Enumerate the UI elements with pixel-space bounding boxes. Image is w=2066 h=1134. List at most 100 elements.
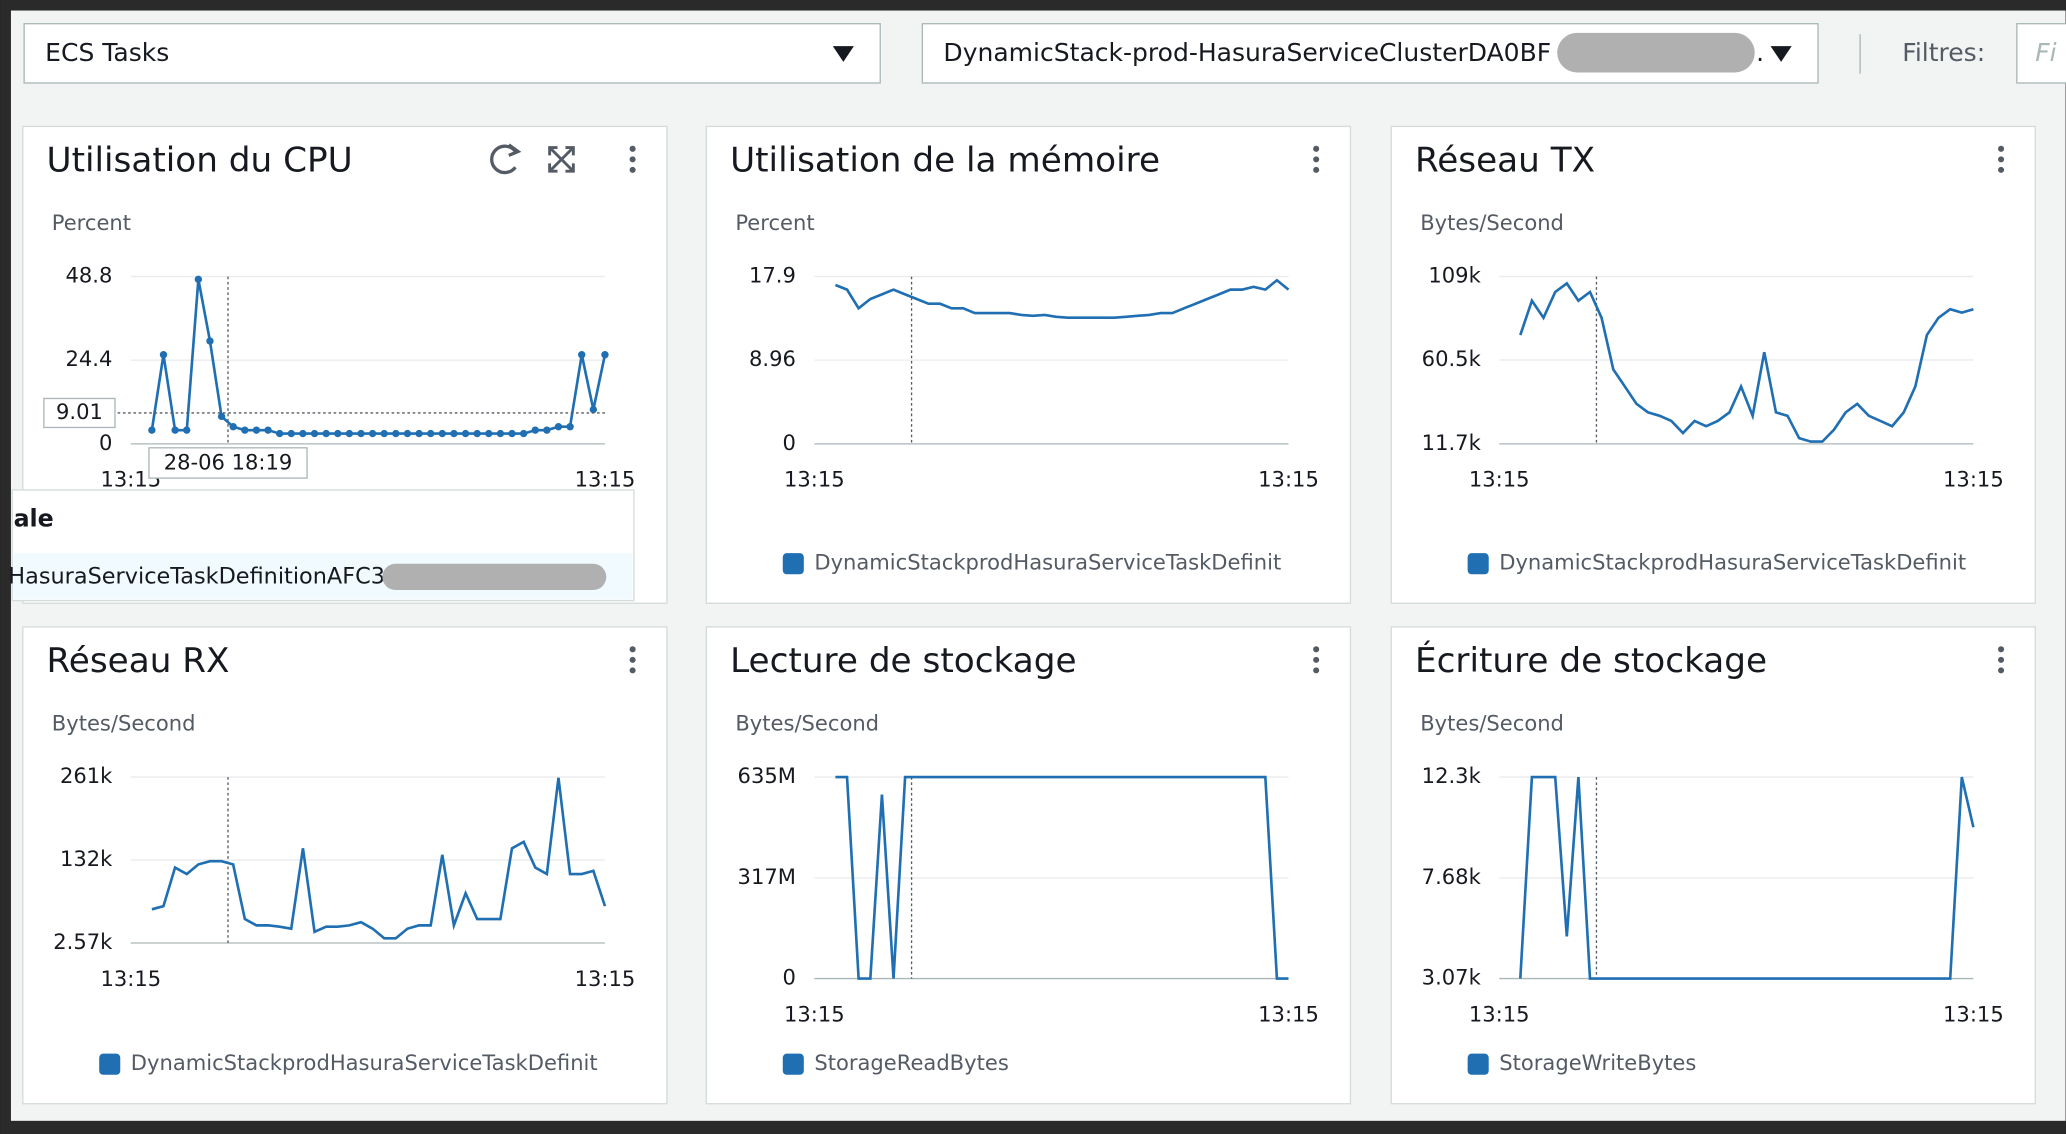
filter-label: Filtres: bbox=[1902, 38, 1985, 67]
menu-dot bbox=[1998, 166, 2005, 173]
widget-title: Réseau TX bbox=[1415, 140, 1595, 180]
point bbox=[543, 426, 551, 434]
point bbox=[392, 429, 400, 438]
series-line bbox=[1519, 775, 1975, 980]
menu-dot bbox=[1998, 156, 2005, 163]
series-line bbox=[150, 279, 607, 435]
menu-dot bbox=[629, 646, 636, 653]
legend-swatch bbox=[99, 1053, 121, 1075]
menu-dot bbox=[629, 145, 636, 152]
menu-dot bbox=[629, 667, 636, 674]
x-tick-label: 13:15 bbox=[1469, 467, 1530, 492]
x-tick-label: 13:15 bbox=[1943, 467, 2004, 492]
point bbox=[473, 429, 481, 438]
select-text: DynamicStack-prod-HasuraServiceClusterDA… bbox=[943, 38, 1551, 67]
point bbox=[589, 405, 598, 414]
menu-dot bbox=[1313, 145, 1320, 152]
widget-title: Utilisation du CPU bbox=[47, 140, 353, 180]
y-tick-label: 317M bbox=[738, 864, 796, 889]
legend-label: DynamicStackprodHasuraServiceTaskDefinit bbox=[131, 1050, 598, 1075]
widget-title: Réseau RX bbox=[47, 641, 230, 681]
point bbox=[171, 426, 179, 434]
point bbox=[322, 429, 330, 438]
redaction bbox=[382, 563, 607, 591]
select-suffix: . bbox=[1756, 38, 1764, 67]
widget-unit: Bytes/Second bbox=[52, 710, 196, 735]
y-tick-label: 0 bbox=[783, 430, 796, 455]
point bbox=[380, 429, 388, 438]
menu-dot bbox=[1998, 667, 2005, 674]
y-tick-label: 261k bbox=[60, 763, 113, 788]
point bbox=[438, 429, 446, 438]
x-tick-label: 13:15 bbox=[1469, 1001, 1530, 1026]
point bbox=[159, 351, 168, 359]
y-tick-label: 2.57k bbox=[53, 929, 113, 954]
menu-dot bbox=[1998, 646, 2005, 653]
widget bbox=[705, 125, 1352, 604]
x-tick-label: 13:15 bbox=[100, 966, 161, 991]
x-tick-label: 13:15 bbox=[575, 467, 636, 492]
point bbox=[194, 275, 203, 284]
refresh-icon bbox=[490, 144, 517, 175]
point bbox=[531, 426, 539, 434]
y-tick-label: 17.9 bbox=[749, 263, 796, 288]
legend-swatch bbox=[782, 553, 804, 575]
caret bbox=[1770, 46, 1792, 62]
x-tick-label: 13:15 bbox=[784, 467, 845, 492]
x-tick-label: 13:15 bbox=[1943, 1001, 2004, 1026]
service-select[interactable] bbox=[23, 23, 881, 84]
legend-label: StorageReadBytes bbox=[814, 1050, 1008, 1075]
legend-label: StorageWriteBytes bbox=[1499, 1050, 1696, 1075]
x-tick-label: 13:15 bbox=[575, 966, 636, 991]
y-tick-label: 24.4 bbox=[65, 346, 112, 371]
filter-input[interactable] bbox=[2016, 23, 2066, 84]
point bbox=[403, 429, 412, 438]
point bbox=[415, 429, 423, 438]
x-tick-label: 13:15 bbox=[1258, 467, 1319, 492]
series-line bbox=[835, 775, 1289, 980]
legend-swatch bbox=[782, 1053, 804, 1075]
point bbox=[183, 426, 191, 434]
caret bbox=[832, 46, 854, 62]
x-tick-label: 13:15 bbox=[784, 1001, 845, 1026]
point bbox=[275, 429, 284, 438]
widget-unit: Bytes/Second bbox=[735, 710, 879, 735]
widget-unit: Bytes/Second bbox=[1420, 210, 1564, 235]
hover-y-label: 9.01 bbox=[56, 399, 103, 424]
y-tick-label: 132k bbox=[60, 846, 113, 871]
y-tick-label: 7.68k bbox=[1422, 864, 1482, 889]
menu-dot bbox=[629, 656, 636, 663]
y-tick-label: 11.7k bbox=[1422, 430, 1482, 455]
point bbox=[345, 429, 354, 438]
point bbox=[229, 423, 237, 431]
legend-swatch bbox=[1467, 553, 1489, 575]
menu-dot bbox=[1313, 667, 1320, 674]
point bbox=[264, 426, 272, 434]
point bbox=[287, 429, 295, 438]
y-tick-label: 48.8 bbox=[65, 263, 112, 288]
point bbox=[148, 426, 156, 434]
series-line bbox=[834, 278, 1290, 319]
menu-dot bbox=[629, 166, 636, 173]
widget-title: Lecture de stockage bbox=[730, 641, 1076, 681]
tooltip-heading: ale bbox=[14, 505, 54, 533]
point bbox=[427, 429, 435, 438]
menu-dot bbox=[629, 156, 636, 163]
point bbox=[357, 429, 365, 438]
point bbox=[578, 351, 586, 359]
expand-icon bbox=[548, 146, 575, 173]
filter-placeholder: Fi bbox=[2035, 38, 2056, 67]
widget-title: Utilisation de la mémoire bbox=[730, 140, 1160, 180]
y-tick-label: 635M bbox=[738, 763, 796, 788]
hover-x-box bbox=[148, 447, 308, 479]
point bbox=[334, 429, 342, 438]
select-text: ECS Tasks bbox=[45, 38, 169, 67]
menu-dot bbox=[1313, 156, 1320, 163]
y-tick-label: 0 bbox=[99, 430, 112, 455]
point bbox=[508, 429, 516, 438]
series-line bbox=[1519, 281, 1974, 443]
widget bbox=[1390, 626, 2036, 1105]
widget bbox=[705, 626, 1352, 1105]
x-tick-label: 13:15 bbox=[1258, 1001, 1319, 1026]
menu-dot bbox=[1313, 646, 1320, 653]
